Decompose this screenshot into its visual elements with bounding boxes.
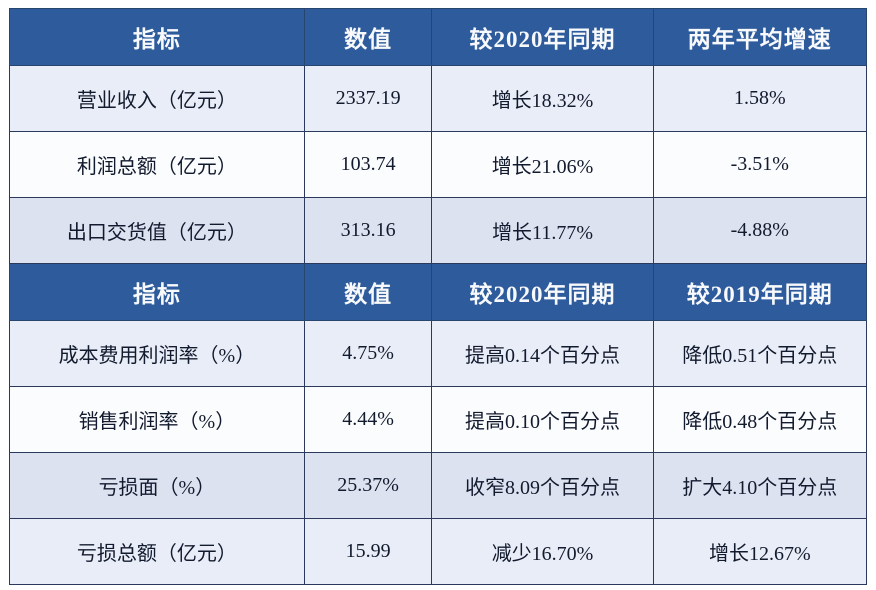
header-cell-vs-2019: 较2019年同期 bbox=[652, 263, 868, 321]
table-row-sales-profit-rate: 销售利润率（%） 4.44% 提高0.10个百分点 降低0.48个百分点 bbox=[9, 386, 868, 453]
cell-vs-2020: 减少16.70% bbox=[431, 518, 654, 585]
table-row-loss-ratio: 亏损面（%） 25.37% 收窄8.09个百分点 扩大4.10个百分点 bbox=[9, 452, 868, 519]
cell-two-year-avg: -3.51% bbox=[652, 131, 868, 198]
cell-vs-2020: 增长21.06% bbox=[431, 131, 654, 198]
table-row-cost-expense-profit-rate: 成本费用利润率（%） 4.75% 提高0.14个百分点 降低0.51个百分点 bbox=[9, 320, 868, 387]
cell-indicator: 亏损面（%） bbox=[9, 452, 305, 519]
cell-value: 4.75% bbox=[303, 320, 433, 387]
cell-vs-2020: 收窄8.09个百分点 bbox=[431, 452, 654, 519]
cell-value: 103.74 bbox=[303, 131, 433, 198]
cell-vs-2019: 降低0.51个百分点 bbox=[652, 320, 868, 387]
header-cell-vs-2020: 较2020年同期 bbox=[431, 8, 654, 66]
table2-header-row: 指标 数值 较2020年同期 较2019年同期 bbox=[9, 263, 868, 321]
cell-two-year-avg: -4.88% bbox=[652, 197, 868, 264]
header-cell-indicator: 指标 bbox=[9, 263, 305, 321]
cell-vs-2020: 增长18.32% bbox=[431, 65, 654, 132]
table-row-export-delivery-value: 出口交货值（亿元） 313.16 增长11.77% -4.88% bbox=[9, 197, 868, 264]
cell-indicator: 成本费用利润率（%） bbox=[9, 320, 305, 387]
economic-indicators-table: 指标 数值 较2020年同期 两年平均增速 营业收入（亿元） 2337.19 增… bbox=[9, 8, 868, 585]
table-row-total-profit: 利润总额（亿元） 103.74 增长21.06% -3.51% bbox=[9, 131, 868, 198]
cell-vs-2019: 扩大4.10个百分点 bbox=[652, 452, 868, 519]
cell-vs-2020: 提高0.14个百分点 bbox=[431, 320, 654, 387]
cell-indicator: 销售利润率（%） bbox=[9, 386, 305, 453]
cell-value: 15.99 bbox=[303, 518, 433, 585]
cell-vs-2019: 降低0.48个百分点 bbox=[652, 386, 868, 453]
cell-vs-2020: 增长11.77% bbox=[431, 197, 654, 264]
cell-indicator: 出口交货值（亿元） bbox=[9, 197, 305, 264]
cell-value: 4.44% bbox=[303, 386, 433, 453]
cell-value: 25.37% bbox=[303, 452, 433, 519]
header-cell-vs-2020: 较2020年同期 bbox=[431, 263, 654, 321]
cell-value: 313.16 bbox=[303, 197, 433, 264]
cell-indicator: 利润总额（亿元） bbox=[9, 131, 305, 198]
cell-two-year-avg: 1.58% bbox=[652, 65, 868, 132]
table-row-total-loss: 亏损总额（亿元） 15.99 减少16.70% 增长12.67% bbox=[9, 518, 868, 585]
header-cell-two-year-avg: 两年平均增速 bbox=[652, 8, 868, 66]
header-cell-value: 数值 bbox=[303, 263, 433, 321]
cell-value: 2337.19 bbox=[303, 65, 433, 132]
header-cell-indicator: 指标 bbox=[9, 8, 305, 66]
cell-indicator: 营业收入（亿元） bbox=[9, 65, 305, 132]
table1-header-row: 指标 数值 较2020年同期 两年平均增速 bbox=[9, 8, 868, 66]
cell-indicator: 亏损总额（亿元） bbox=[9, 518, 305, 585]
cell-vs-2020: 提高0.10个百分点 bbox=[431, 386, 654, 453]
table-row-operating-revenue: 营业收入（亿元） 2337.19 增长18.32% 1.58% bbox=[9, 65, 868, 132]
cell-vs-2019: 增长12.67% bbox=[652, 518, 868, 585]
header-cell-value: 数值 bbox=[303, 8, 433, 66]
